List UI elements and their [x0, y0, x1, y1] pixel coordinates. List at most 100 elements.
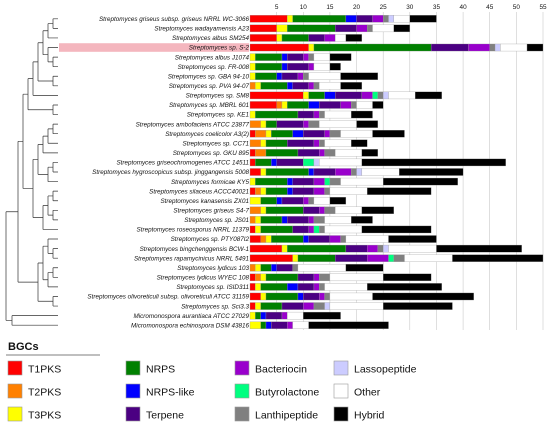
bar-segment-terpene: [335, 91, 363, 100]
bar-segment-t3pks: [303, 91, 309, 100]
bar-segment-nrps: [260, 82, 288, 90]
bar-segment-nrps: [260, 283, 288, 291]
bar-segment-nrps-like: [308, 168, 315, 176]
bar-segment-terpene: [281, 72, 299, 80]
bar-segment-nrps: [265, 139, 288, 147]
bar-segment-hybrid: [383, 177, 458, 186]
bar-segment-t3pks: [249, 53, 256, 61]
bar-segment-nrps: [255, 311, 261, 320]
bar-segment-t3pks: [255, 82, 261, 90]
tree-branch: [42, 135, 58, 154]
bar-segment-lanthipeptide: [393, 254, 405, 262]
x-tick-label: 45: [486, 4, 494, 11]
taxon-label: Streptomyces lydicus WYEC 108: [157, 275, 250, 282]
bar-segment-t2pks: [255, 273, 261, 282]
bar-segment-t3pks: [255, 264, 261, 272]
taxon-label: Streptomyces griseus S4-7: [173, 208, 249, 215]
bar-segment-nrps: [265, 168, 309, 176]
bar-segment-nrps: [255, 72, 277, 80]
bar-segment-bacteriocin: [313, 139, 320, 147]
bar-segment-lanthipeptide: [367, 24, 373, 33]
bar-segment-terpene: [276, 264, 293, 272]
bar-segment-nrps-like: [303, 235, 309, 243]
bar-segment-other: [292, 321, 309, 329]
legend-swatch-lanthipeptide: [234, 406, 250, 422]
bar-segment-t3pks: [260, 273, 267, 282]
tree-branch: [52, 190, 58, 202]
bar-segment-other: [313, 62, 331, 71]
bar-segment-hybrid: [367, 283, 442, 291]
bar-segment-other: [329, 292, 373, 301]
bar-segment-lanthipeptide: [319, 139, 325, 147]
bar-segment-other: [319, 82, 341, 90]
tree-branch: [52, 162, 58, 173]
bar-segment-lanthipeptide: [377, 244, 384, 253]
tree-root: [5, 211, 18, 321]
legend-label: Butyrolactone: [255, 387, 319, 399]
bar-segment-t2pks: [255, 149, 267, 157]
taxon-label: Streptomyces griseochromogenes ATCC 1451…: [116, 160, 249, 167]
bar-segment-lanthipeptide: [351, 168, 357, 176]
taxon-label: Streptomyces formicae KY5: [171, 179, 250, 186]
taxon-label: Streptomyces kanasensis ZX01: [160, 198, 249, 205]
bar-segment-t3pks: [249, 321, 261, 329]
taxon-label: Streptomyces olivoreticuli subsp. olivor…: [87, 294, 249, 301]
bar-segment-nrps-like: [281, 53, 288, 61]
bar-segment-t3pks: [255, 283, 261, 291]
bar-segment-lanthipeptide: [303, 72, 309, 80]
x-tick-label: 55: [539, 4, 547, 11]
bar-segment-bacteriocin: [313, 273, 320, 282]
taxon-label: Streptomyces silaceus ACCC40021: [149, 188, 249, 195]
bar-segment-bacteriocin: [303, 53, 309, 61]
bar-segment-bacteriocin: [372, 15, 384, 23]
bar-segment-terpene: [297, 110, 315, 119]
bar-segment-other: [324, 216, 352, 224]
bar-segment-lanthipeptide: [383, 15, 389, 23]
bar-segment-terpene: [297, 273, 315, 282]
bar-segment-bacteriocin: [319, 206, 325, 214]
bar-segment-nrps-like: [265, 321, 272, 329]
bar-segment-t3pks: [255, 302, 261, 310]
taxon-label: Streptomyces sp. CC71: [183, 140, 250, 147]
taxon-label: Streptomyces rapamycinicus NRRL 5491: [134, 255, 249, 262]
bar-segment-t2pks: [249, 216, 256, 224]
taxon-label: Streptomyces sp. Sci3.3: [181, 303, 249, 310]
bar-segment-terpene: [303, 206, 320, 214]
tree-branch: [17, 140, 38, 283]
tree-branch: [52, 209, 58, 221]
bar-segment-t3pks: [249, 197, 261, 205]
bar-segment-nrps: [287, 24, 336, 33]
phylogenetic-tree: [5, 18, 58, 326]
bar-segment-nrps-like: [271, 158, 277, 167]
legend-label: NRPS-like: [146, 387, 195, 399]
bar-segment-other: [500, 43, 528, 52]
bar-segment-t1pks: [249, 130, 256, 138]
bar-segment-butyrolactone: [372, 91, 379, 100]
tree-branch: [52, 248, 58, 259]
legend-title: BGCs: [8, 341, 39, 353]
bar-segment-t1pks: [249, 101, 277, 109]
bar-segment-hybrid: [399, 168, 464, 176]
bar-segment-bacteriocin: [287, 321, 293, 329]
bar-segment-bacteriocin: [324, 34, 336, 42]
bar-segment-nrps: [265, 292, 299, 301]
bar-segment-lanthipeptide: [340, 235, 347, 243]
bar-segment-terpene: [281, 302, 304, 310]
bar-segment-hybrid: [372, 130, 405, 138]
bar-segment-other: [361, 168, 400, 176]
bar-segment-hybrid: [340, 82, 363, 90]
bar-segment-nrps: [260, 321, 267, 329]
legend-swatch-other: [333, 383, 349, 399]
x-tick-labels: 5 10 15 20 25 30 35 40 45 50 55: [275, 4, 547, 11]
bar-segment-terpene: [308, 235, 331, 243]
legend-swatch-terpene: [125, 406, 141, 422]
bar-segment-t3pks: [260, 139, 267, 147]
bar-segment-hybrid: [356, 120, 379, 128]
tree-branch: [52, 18, 58, 29]
bar-segment-t3pks: [249, 62, 256, 71]
bar-segment-nrps: [255, 62, 283, 71]
bar-segment-terpene: [335, 24, 357, 33]
bar-segment-other: [313, 53, 331, 61]
bar-segment-bacteriocin: [313, 187, 325, 195]
bar-segment-nrps-like: [281, 62, 288, 71]
